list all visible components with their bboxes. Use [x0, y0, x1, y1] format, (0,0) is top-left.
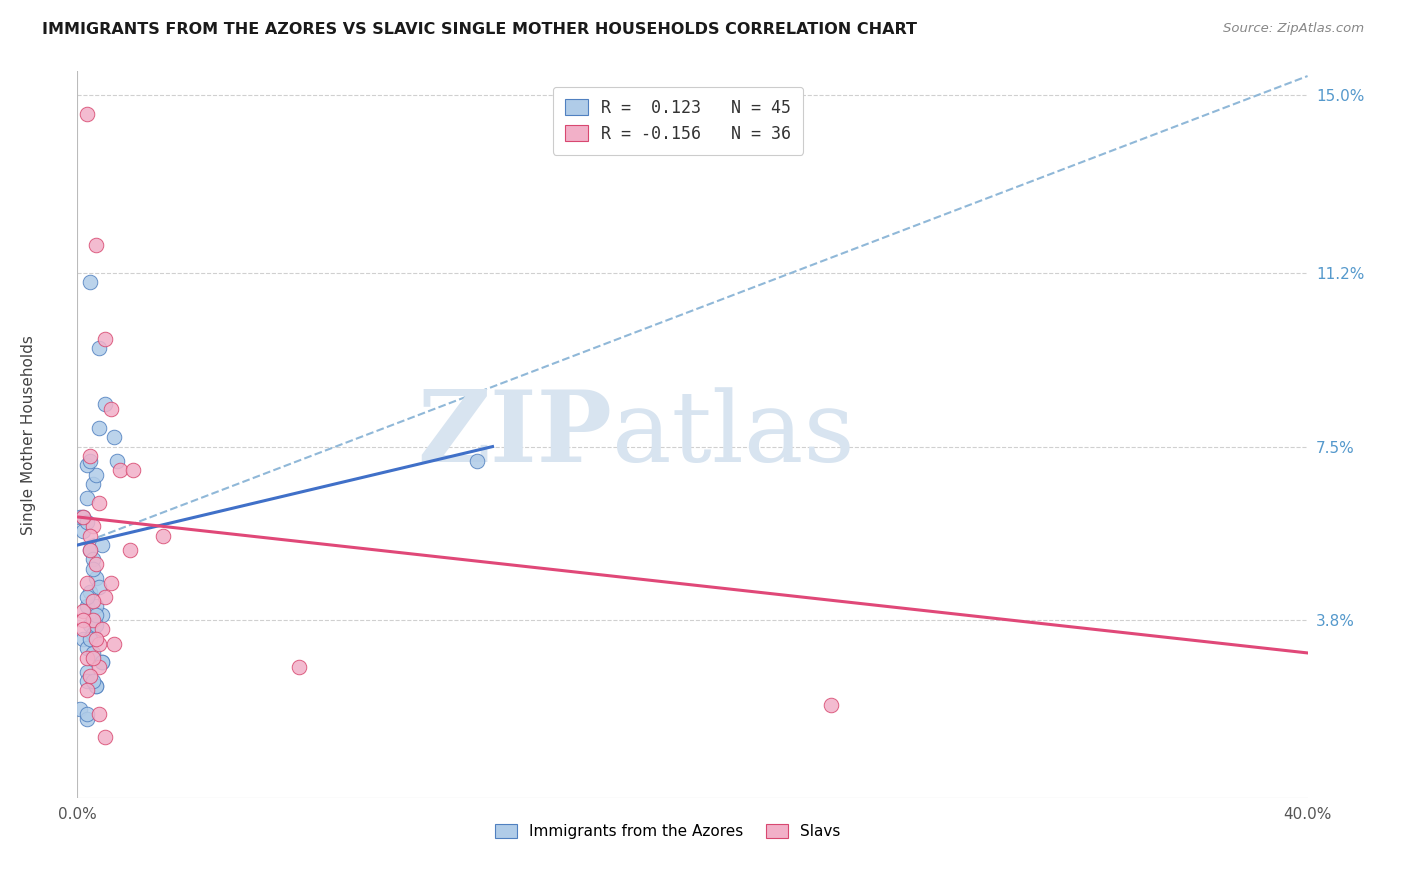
Legend: Immigrants from the Azores, Slavs: Immigrants from the Azores, Slavs	[489, 817, 846, 846]
Text: atlas: atlas	[613, 387, 855, 483]
Point	[76, 683, 98, 698]
Point	[76, 491, 98, 505]
Point	[105, 453, 128, 467]
Point	[94, 332, 117, 346]
Point	[82, 650, 104, 665]
Text: Source: ZipAtlas.com: Source: ZipAtlas.com	[1223, 22, 1364, 36]
Point	[87, 496, 110, 510]
Point	[82, 627, 104, 641]
Point	[100, 575, 122, 590]
Point	[84, 238, 107, 252]
Point	[288, 660, 311, 674]
Point	[76, 515, 98, 529]
Point	[76, 641, 98, 656]
Point	[76, 106, 98, 120]
Point	[76, 458, 98, 473]
Point	[76, 650, 98, 665]
Point	[79, 453, 101, 467]
Point	[76, 599, 98, 613]
Point	[79, 669, 101, 683]
Point	[69, 702, 91, 716]
Point	[82, 613, 104, 627]
Point	[79, 542, 101, 557]
Point	[87, 660, 110, 674]
Point	[84, 599, 107, 613]
Point	[103, 430, 125, 444]
Point	[82, 477, 104, 491]
Point	[84, 557, 107, 571]
Point	[87, 341, 110, 355]
Text: Single Mother Households: Single Mother Households	[21, 334, 35, 535]
Point	[72, 613, 94, 627]
Point	[90, 656, 114, 670]
Point	[79, 542, 101, 557]
Point	[76, 674, 98, 689]
Point	[87, 580, 110, 594]
Point	[121, 463, 143, 477]
Point	[87, 636, 110, 650]
Point	[87, 421, 110, 435]
Point	[820, 698, 842, 712]
Point	[152, 529, 174, 543]
Point	[79, 276, 101, 290]
Point	[79, 585, 101, 599]
Point	[76, 665, 98, 679]
Point	[72, 623, 94, 637]
Point	[84, 679, 107, 693]
Point	[72, 510, 94, 524]
Point	[84, 467, 107, 482]
Point	[72, 524, 94, 538]
Point	[82, 594, 104, 608]
Point	[82, 646, 104, 660]
Text: ZIP: ZIP	[418, 386, 613, 483]
Point	[82, 674, 104, 689]
Point	[90, 538, 114, 552]
Point	[82, 561, 104, 575]
Point	[76, 575, 98, 590]
Point	[103, 636, 125, 650]
Point	[82, 519, 104, 533]
Point	[118, 542, 141, 557]
Point	[84, 679, 107, 693]
Point	[79, 529, 101, 543]
Point	[79, 617, 101, 632]
Point	[84, 617, 107, 632]
Point	[94, 731, 117, 745]
Point	[79, 449, 101, 463]
Point	[76, 712, 98, 726]
Point	[72, 632, 94, 646]
Point	[90, 656, 114, 670]
Point	[69, 510, 91, 524]
Point	[94, 590, 117, 604]
Point	[100, 402, 122, 417]
Point	[84, 608, 107, 623]
Point	[79, 632, 101, 646]
Text: IMMIGRANTS FROM THE AZORES VS SLAVIC SINGLE MOTHER HOUSEHOLDS CORRELATION CHART: IMMIGRANTS FROM THE AZORES VS SLAVIC SIN…	[42, 22, 917, 37]
Point	[90, 623, 114, 637]
Point	[84, 632, 107, 646]
Point	[72, 604, 94, 618]
Point	[76, 590, 98, 604]
Point	[110, 463, 132, 477]
Point	[82, 552, 104, 566]
Point	[76, 706, 98, 721]
Point	[87, 706, 110, 721]
Point	[84, 571, 107, 585]
Point	[465, 453, 488, 467]
Point	[90, 608, 114, 623]
Point	[94, 397, 117, 411]
Point	[72, 510, 94, 524]
